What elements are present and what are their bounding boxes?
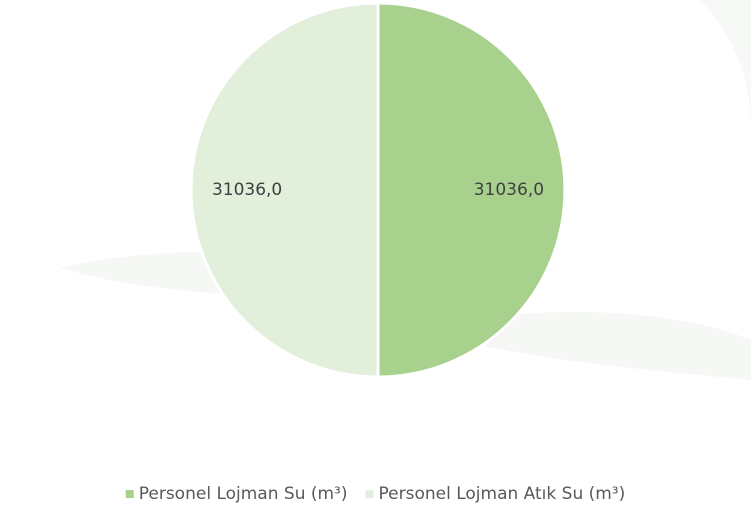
pie-slice <box>189 1 380 379</box>
legend-label: Personel Lojman Atık Su (m³) <box>379 484 626 504</box>
leaf <box>700 0 751 130</box>
legend-marker <box>365 490 374 498</box>
legend: Personel Lojman Su (m³) Personel Lojman A… <box>125 484 626 504</box>
data-label: 31036,0 <box>212 180 282 200</box>
legend-label: Personel Lojman Su (m³) <box>139 484 348 504</box>
legend-marker <box>125 490 134 498</box>
pie: 31036,0 31036,0 <box>189 1 567 379</box>
data-label: 31036,0 <box>474 180 544 200</box>
pie-slice <box>376 1 567 379</box>
